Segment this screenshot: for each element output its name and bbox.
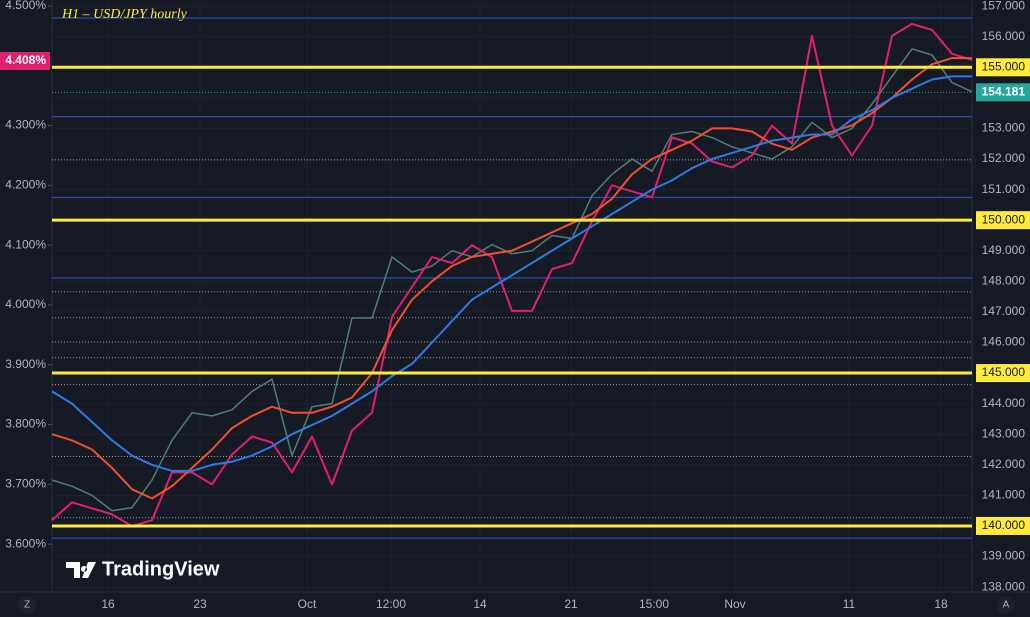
y2-tick-label: 3.600%: [5, 536, 46, 550]
plot-area: [51, 0, 973, 592]
y2-tick-label: 4.500%: [5, 0, 46, 12]
y2-tick-label: 4.100%: [5, 237, 46, 251]
y2-tick-label: 3.700%: [5, 477, 46, 491]
series-line: [51, 48, 973, 512]
y-tick-label: 144.000: [982, 396, 1026, 410]
y-tick-label: 156.000: [982, 29, 1026, 43]
level-label: 155.000: [982, 59, 1026, 73]
y-tick-label: 143.000: [982, 426, 1026, 440]
last-yield-label: 4.408%: [5, 53, 46, 67]
zoom-button[interactable]: [18, 596, 36, 614]
y-tick-label: 157.000: [982, 0, 1026, 12]
auto-button[interactable]: [997, 596, 1015, 614]
y-tick-label: 152.000: [982, 151, 1026, 165]
x-tick-label: 21: [564, 597, 578, 611]
y-tick-label: 141.000: [982, 488, 1026, 502]
x-tick-label: Oct: [298, 597, 317, 611]
y-tick-label: 148.000: [982, 273, 1026, 287]
zoom-button-label[interactable]: Z: [24, 600, 30, 611]
last-price-label: 154.181: [982, 84, 1026, 98]
x-tick-label: 23: [193, 597, 207, 611]
level-badge: [976, 364, 1030, 383]
x-tick-label: 12:00: [376, 597, 406, 611]
logo-icon: [66, 562, 96, 578]
level-label: 140.000: [982, 518, 1026, 532]
y2-tick-label: 3.800%: [5, 417, 46, 431]
level-badge: [976, 58, 1030, 77]
series-line: [51, 57, 972, 500]
x-tick-label: 14: [473, 597, 487, 611]
watermark-logo: [66, 562, 96, 578]
last-yield-badge: [0, 51, 50, 70]
y-tick-label: 153.000: [982, 121, 1026, 135]
auto-button-label[interactable]: A: [1003, 600, 1010, 611]
y-tick-label: 147.000: [982, 304, 1026, 318]
last-price-badge: [976, 83, 1030, 102]
y-tick-label: 138.000: [982, 579, 1026, 593]
y2-tick-label: 4.200%: [5, 178, 46, 192]
y-tick-label: 149.000: [982, 243, 1026, 257]
level-label: 150.000: [982, 212, 1026, 226]
y2-tick-label: 4.300%: [5, 118, 46, 132]
x-tick-label: Nov: [724, 597, 745, 611]
chart-title: H1 – USD/JPY hourly: [61, 7, 188, 22]
y2-tick-label: 4.000%: [5, 297, 46, 311]
y-tick-label: 142.000: [982, 457, 1026, 471]
level-badge: [976, 211, 1030, 230]
x-tick-label: 16: [101, 597, 115, 611]
watermark: TradingView: [102, 558, 220, 580]
y-tick-label: 151.000: [982, 182, 1026, 196]
y-tick-label: 146.000: [982, 335, 1026, 349]
x-tick-label: 18: [934, 597, 948, 611]
y-tick-label: 139.000: [982, 549, 1026, 563]
level-label: 145.000: [982, 365, 1026, 379]
series-line: [51, 75, 972, 472]
level-badge: [976, 516, 1030, 535]
x-tick-label: 11: [843, 597, 856, 611]
y2-tick-label: 3.900%: [5, 357, 46, 371]
x-tick-label: 15:00: [639, 597, 669, 611]
